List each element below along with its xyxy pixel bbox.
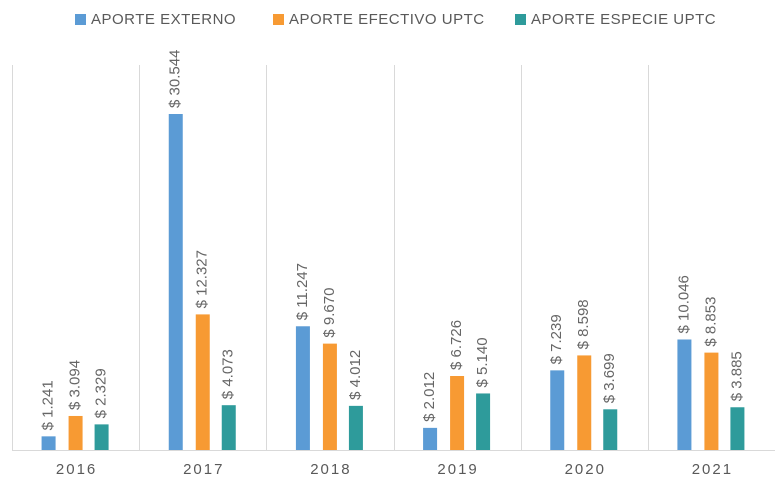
- value-label: $ 2.012: [421, 372, 438, 422]
- bar: [423, 427, 438, 450]
- legend-swatch: [273, 14, 284, 25]
- bar: [195, 314, 210, 450]
- bar: [221, 405, 236, 450]
- value-label: $ 5.140: [474, 337, 491, 387]
- value-label: $ 1.241: [40, 380, 57, 430]
- bar: [68, 415, 83, 450]
- value-label: $ 11.247: [294, 263, 311, 320]
- value-label: $ 8.853: [702, 297, 719, 347]
- x-tick-label: 2018: [310, 461, 351, 478]
- value-label: $ 6.726: [448, 320, 465, 370]
- legend-swatch: [75, 14, 86, 25]
- value-label: $ 9.670: [321, 288, 338, 338]
- legend-label: APORTE EXTERNO: [91, 11, 236, 28]
- bar: [168, 114, 183, 450]
- value-label: $ 3.094: [67, 360, 84, 410]
- value-label: $ 3.885: [728, 351, 745, 401]
- bar: [348, 405, 363, 450]
- value-label: $ 8.598: [575, 299, 592, 349]
- value-label: $ 4.073: [220, 349, 237, 399]
- x-tick-label: 2020: [565, 461, 606, 478]
- value-label: $ 30.544: [167, 50, 184, 108]
- bar: [450, 376, 465, 450]
- bar: [295, 326, 310, 450]
- x-tick-label: 2017: [183, 461, 224, 478]
- bar: [730, 407, 745, 450]
- value-label: $ 4.012: [347, 350, 364, 400]
- legend-label: APORTE EFECTIVO UPTC: [289, 11, 485, 28]
- bar: [41, 436, 56, 450]
- bar: [94, 424, 109, 450]
- value-label: $ 12.327: [194, 250, 211, 308]
- x-tick-label: 2021: [692, 461, 733, 478]
- value-label: $ 10.046: [675, 275, 692, 333]
- legend-swatch: [515, 14, 526, 25]
- legend-label: APORTE ESPECIE UPTC: [531, 11, 716, 28]
- value-label: $ 7.239: [548, 314, 565, 364]
- value-label: $ 2.329: [93, 368, 110, 418]
- bar: [476, 393, 491, 450]
- bar: [704, 352, 719, 450]
- bar: [603, 409, 618, 450]
- bar: [322, 343, 337, 450]
- bar: [550, 370, 565, 450]
- bar: [577, 355, 592, 450]
- bar: [677, 339, 692, 450]
- x-tick-label: 2016: [56, 461, 97, 478]
- x-tick-label: 2019: [437, 461, 478, 478]
- value-label: $ 3.699: [601, 353, 618, 403]
